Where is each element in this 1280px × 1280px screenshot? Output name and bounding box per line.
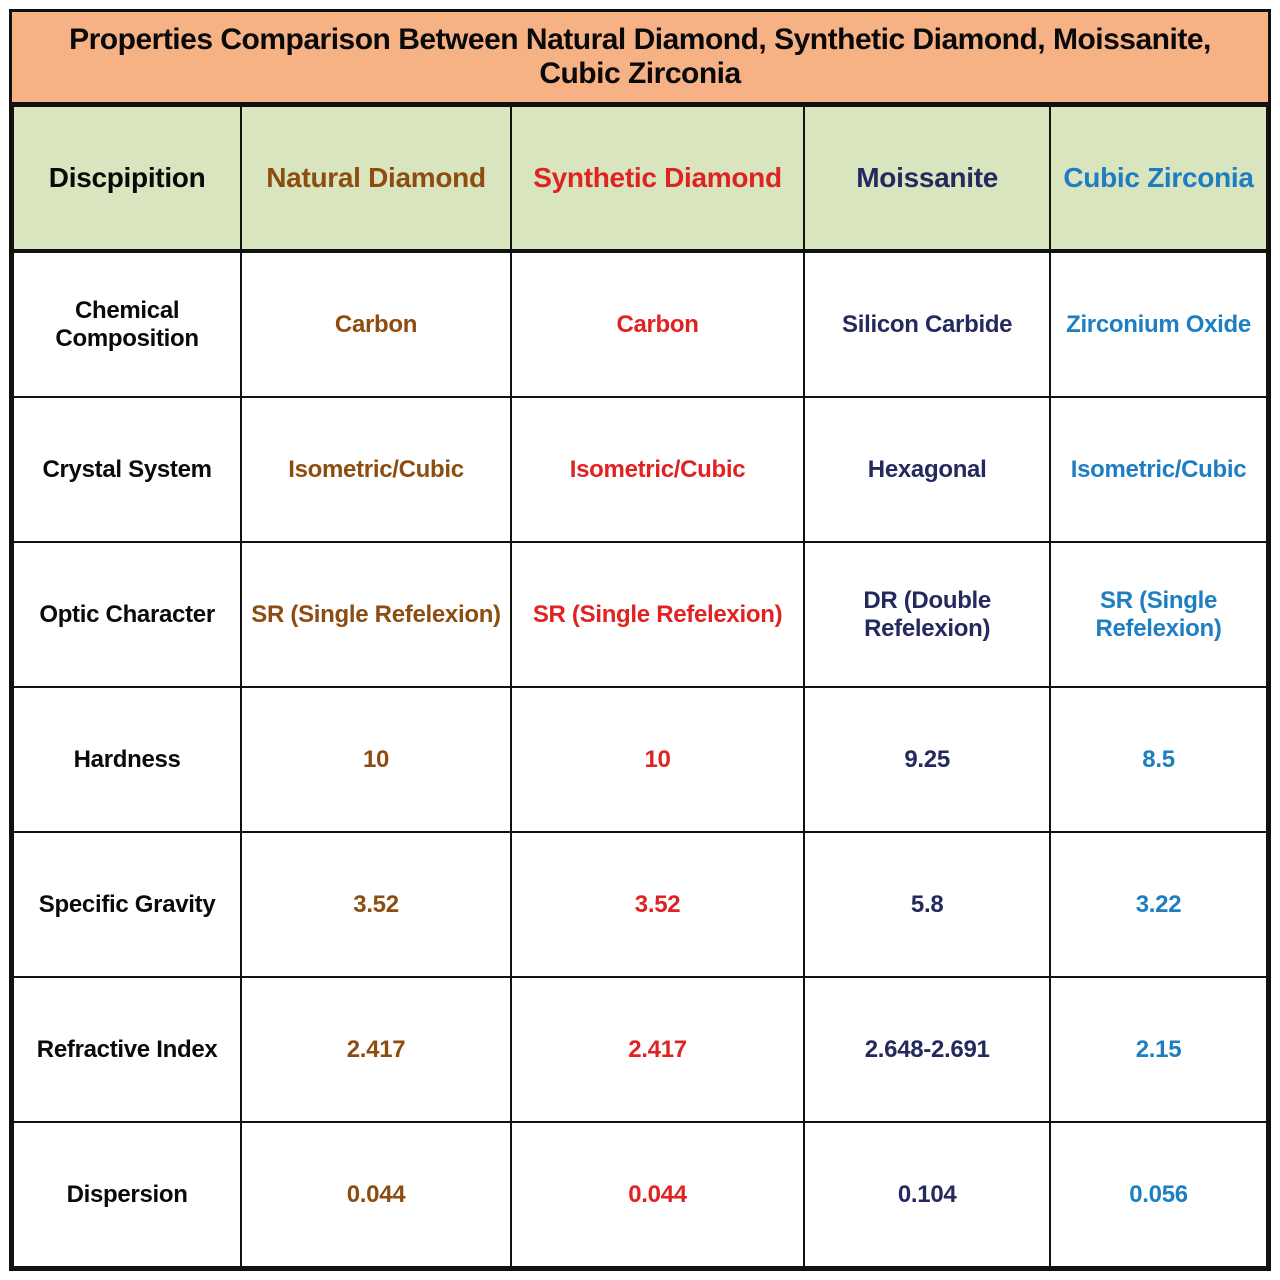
value-cell: SR (Single Refelexion) — [240, 541, 512, 688]
row-label: Chemical Composition — [11, 250, 243, 398]
value-cell: 8.5 — [1049, 686, 1268, 833]
value-cell: Carbon — [509, 250, 806, 398]
row-label: Crystal System — [11, 396, 243, 543]
row-label: Refractive Index — [11, 976, 243, 1123]
value-cell: 2.417 — [509, 976, 806, 1123]
comparison-table: Discpipition Natural Diamond Synthetic D… — [11, 105, 1268, 1268]
value-cell: 3.52 — [240, 831, 512, 978]
value-cell: Isometric/Cubic — [1049, 396, 1268, 543]
column-header-synthetic-diamond: Synthetic Diamond — [509, 105, 806, 253]
value-cell: 10 — [240, 686, 512, 833]
value-cell: 3.22 — [1049, 831, 1268, 978]
table-row: Dispersion 0.044 0.044 0.104 0.056 — [11, 1121, 1268, 1268]
value-cell: Silicon Carbide — [803, 250, 1052, 398]
row-label: Specific Gravity — [11, 831, 243, 978]
row-label: Hardness — [11, 686, 243, 833]
row-label: Dispersion — [11, 1121, 243, 1268]
value-cell: 10 — [509, 686, 806, 833]
value-cell: 0.044 — [509, 1121, 806, 1268]
column-header-moissanite: Moissanite — [803, 105, 1052, 253]
value-cell: SR (Single Refelexion) — [509, 541, 806, 688]
page-title: Properties Comparison Between Natural Di… — [12, 12, 1268, 105]
value-cell: Zirconium Oxide — [1049, 250, 1268, 398]
value-cell: 0.104 — [803, 1121, 1052, 1268]
table-row: Optic Character SR (Single Refelexion) SR … — [11, 541, 1268, 688]
table-row: Specific Gravity 3.52 3.52 5.8 3.22 — [11, 831, 1268, 978]
column-header-natural-diamond: Natural Diamond — [240, 105, 512, 253]
header-row: Discpipition Natural Diamond Synthetic D… — [11, 105, 1268, 253]
value-cell: 2.15 — [1049, 976, 1268, 1123]
value-cell: 2.417 — [240, 976, 512, 1123]
value-cell: 3.52 — [509, 831, 806, 978]
value-cell: 0.056 — [1049, 1121, 1268, 1268]
comparison-table-frame: Properties Comparison Between Natural Di… — [9, 9, 1271, 1271]
table-row: Chemical Composition Carbon Carbon Silicon … — [11, 250, 1268, 398]
row-label: Optic Character — [11, 541, 243, 688]
value-cell: Isometric/Cubic — [509, 396, 806, 543]
column-header-cubic-zirconia: Cubic Zirconia — [1049, 105, 1268, 253]
value-cell: Carbon — [240, 250, 512, 398]
table-row: Crystal System Isometric/Cubic Isometric/C… — [11, 396, 1268, 543]
value-cell: Isometric/Cubic — [240, 396, 512, 543]
value-cell: 5.8 — [803, 831, 1052, 978]
table-row: Hardness 10 10 9.25 8.5 — [11, 686, 1268, 833]
table-row: Refractive Index 2.417 2.417 2.648-2.691 2.1… — [11, 976, 1268, 1123]
value-cell: DR (Double Refelexion) — [803, 541, 1052, 688]
value-cell: 0.044 — [240, 1121, 512, 1268]
value-cell: Hexagonal — [803, 396, 1052, 543]
column-header-description: Discpipition — [11, 105, 243, 253]
value-cell: 2.648-2.691 — [803, 976, 1052, 1123]
value-cell: 9.25 — [803, 686, 1052, 833]
value-cell: SR (Single Refelexion) — [1049, 541, 1268, 688]
